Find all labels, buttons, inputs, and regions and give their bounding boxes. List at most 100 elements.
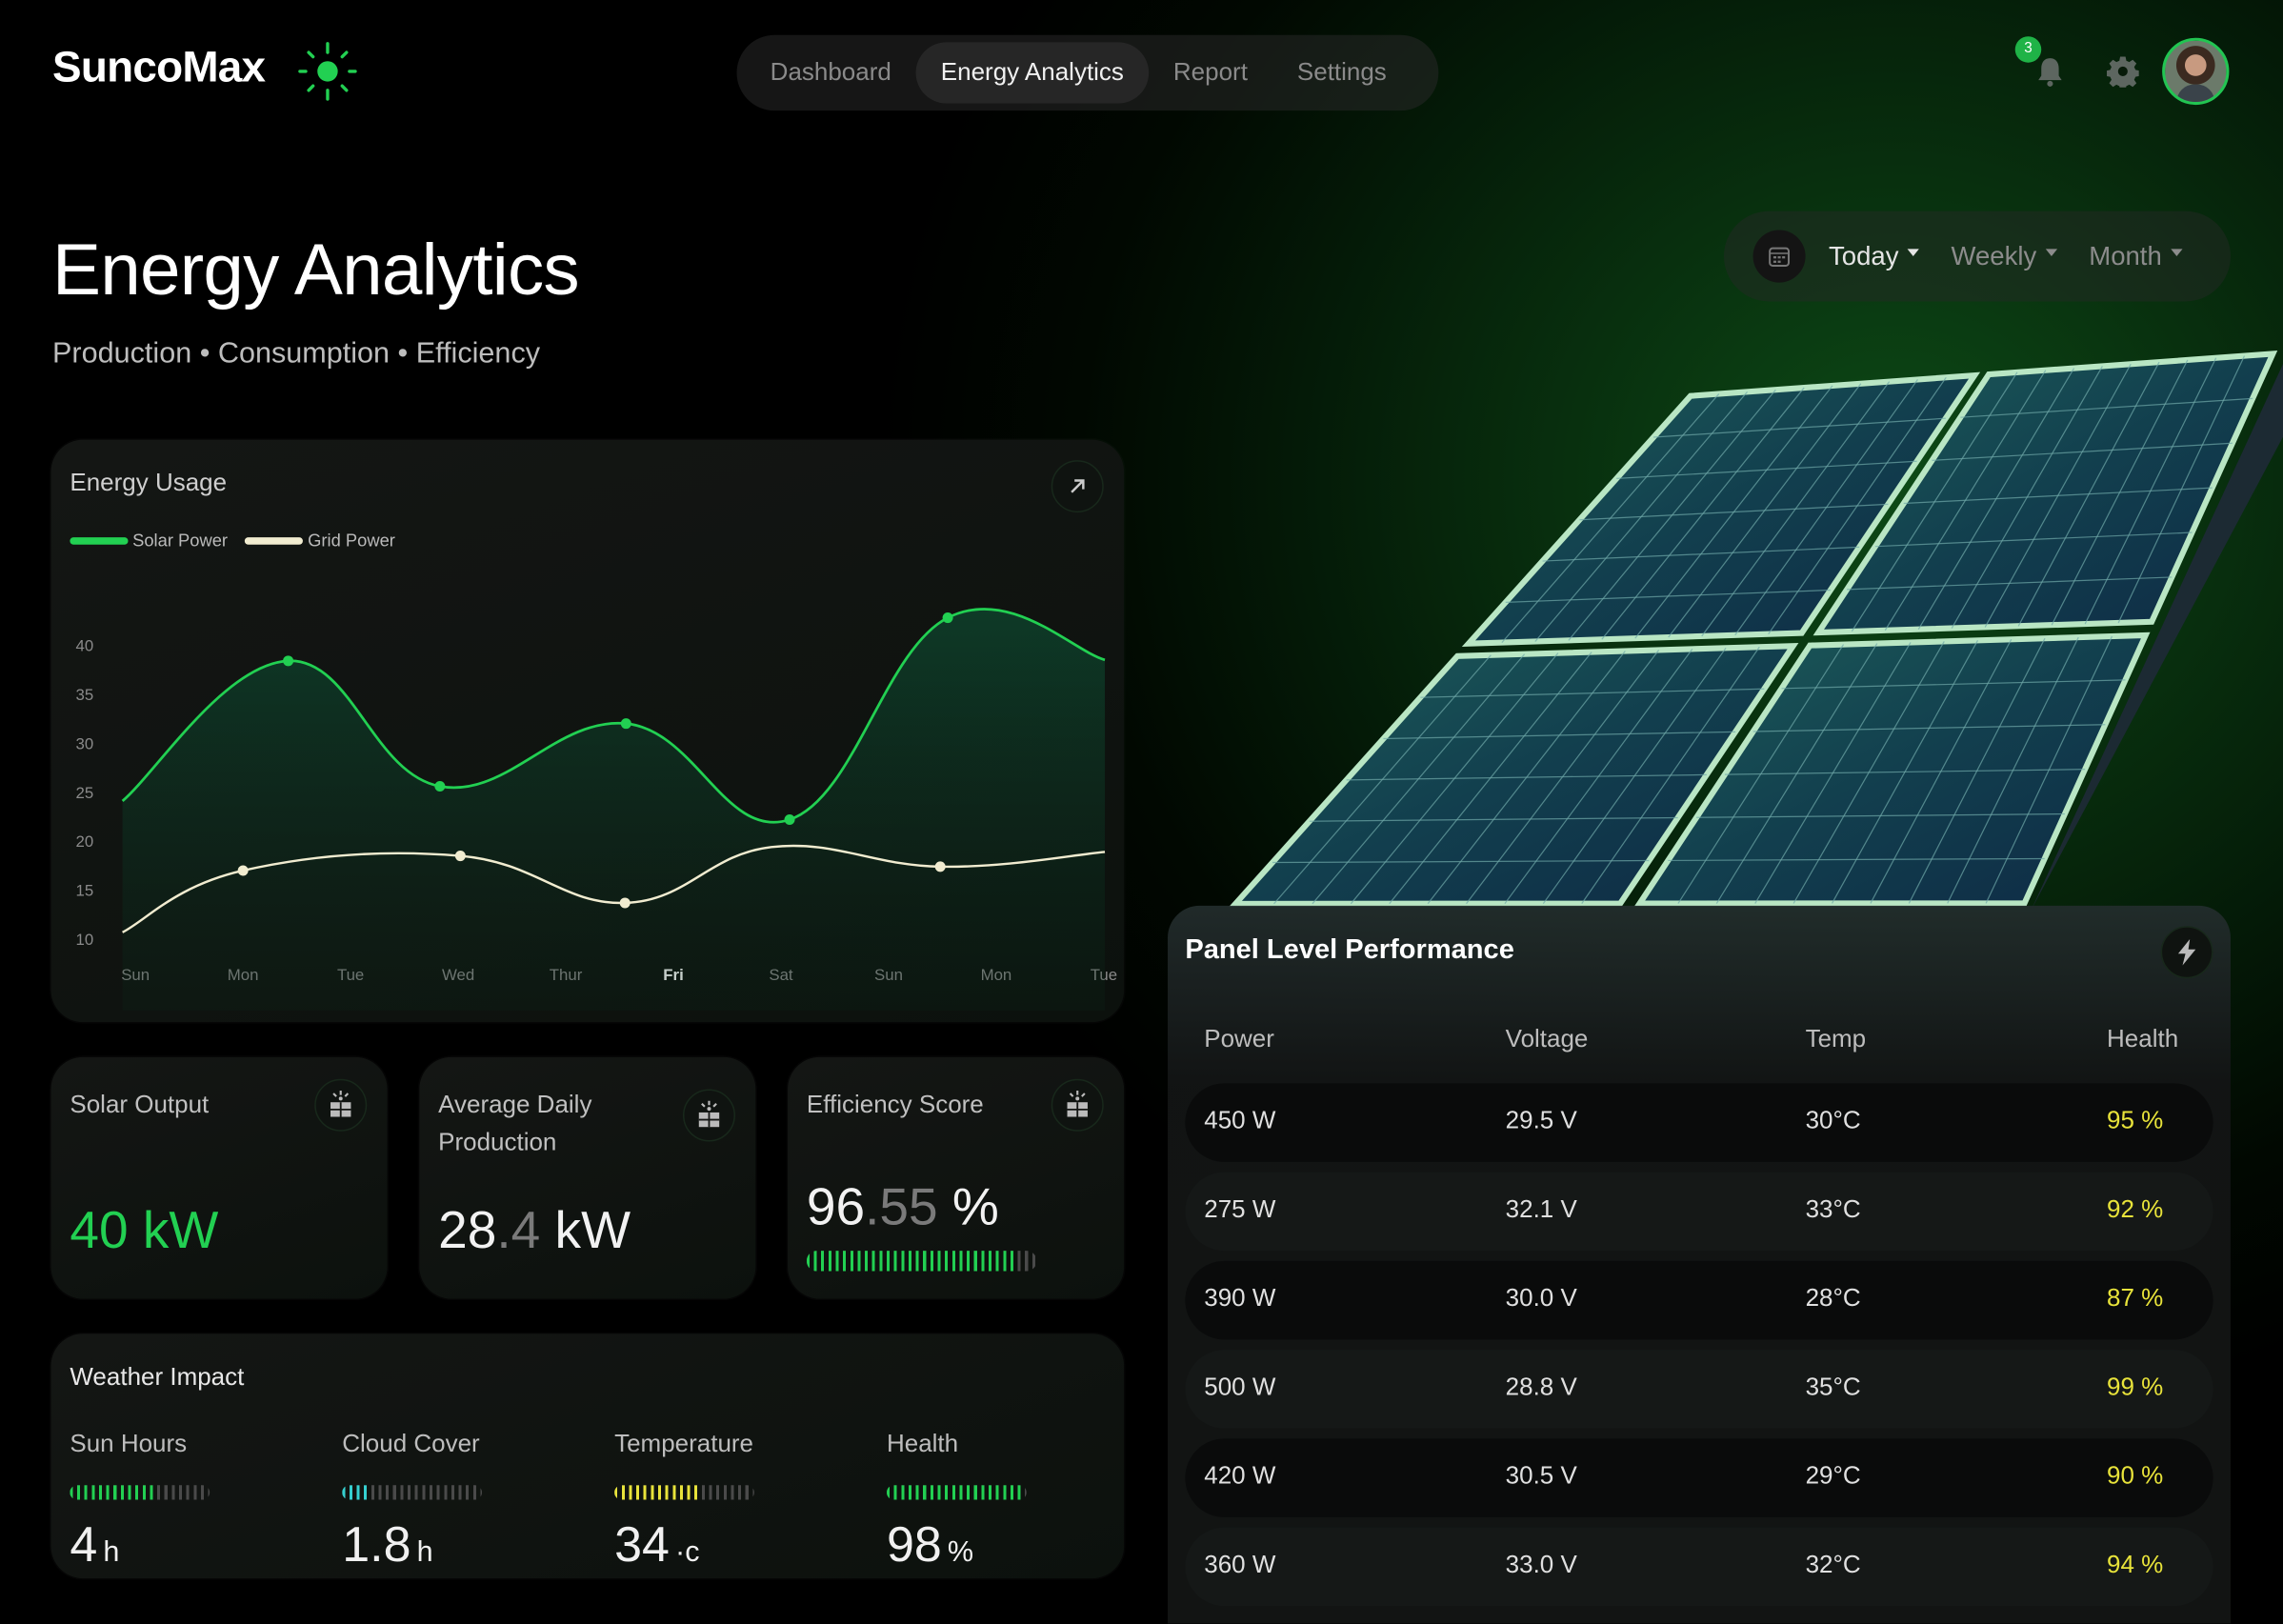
range-month-dropdown[interactable]: Month [2089,241,2182,271]
efficiency-progress-bar [806,1251,1037,1272]
table-row[interactable]: 360 W 33.0 V 32°C 94 % [1185,1527,2213,1607]
brand-logo[interactable]: SuncoMax [52,43,266,92]
table-row[interactable]: 390 W 30.0 V 28°C 87 % [1185,1260,2213,1340]
date-range-selector: Today Weekly Month [1723,211,2231,302]
cell-temp: 30°C [1805,1106,1861,1134]
solar-data-point[interactable] [942,612,953,624]
user-avatar[interactable] [2162,37,2230,106]
energy-usage-title: Energy Usage [70,469,228,497]
y-tick-label: 25 [75,784,93,802]
weather-label: Health [886,1430,959,1458]
cell-power: 275 W [1204,1195,1276,1224]
value-decimal: .4 [496,1199,541,1260]
y-tick-label: 10 [75,931,93,949]
solar-output-value: 40 kW [70,1199,219,1260]
weather-value: 1.8 h [342,1517,590,1574]
weather-item-health: Health 98% [886,1430,1134,1574]
solar-data-point[interactable] [784,813,795,825]
y-tick-label: 40 [75,636,93,654]
solar-area-fill [122,609,1106,1011]
expand-arrow-icon[interactable] [1051,460,1104,513]
cell-voltage: 29.5 V [1505,1106,1577,1134]
cell-temp: 33°C [1805,1195,1861,1224]
bell-icon[interactable] [2035,55,2065,88]
calendar-icon[interactable] [1752,230,1806,283]
cell-health: 95 % [2107,1106,2164,1134]
weather-value-unit: % [947,1535,974,1569]
cell-voltage: 28.8 V [1505,1373,1577,1401]
panel-performance-title: Panel Level Performance [1185,934,1514,966]
weather-label: Cloud Cover [342,1430,480,1458]
efficiency-score-label: Efficiency Score [806,1090,984,1119]
cell-health: 87 % [2107,1284,2164,1313]
table-row[interactable]: 450 W 29.5 V 30°C 95 % [1185,1083,2213,1162]
grid-data-point[interactable] [619,897,631,909]
table-row[interactable]: 420 W 30.5 V 29°C 90 % [1185,1438,2213,1517]
weather-value-number: 4 [70,1516,98,1573]
tab-dashboard[interactable]: Dashboard [770,58,891,87]
table-row[interactable]: 500 W 28.8 V 35°C 99 % [1185,1350,2213,1429]
weather-impact-card: Weather Impact Sun Hours 4 h Cloud Cover 1… [50,1333,1125,1579]
efficiency-score-value: 96.55 % [807,1176,999,1237]
tab-settings[interactable]: Settings [1296,58,1387,87]
average-daily-production-card: Average Daily Production 28.4 kW [419,1056,756,1299]
grid-data-point[interactable] [237,865,249,876]
column-header-voltage: Voltage [1505,1025,1589,1053]
sun-logo-icon [298,42,357,101]
lightning-icon[interactable] [2160,926,2213,979]
cell-temp: 29°C [1805,1461,1861,1490]
value-unit: kW [540,1199,631,1260]
value-integer: 28 [438,1199,497,1260]
cell-health: 99 % [2107,1373,2164,1401]
value-unit: % [937,1176,999,1236]
range-today-dropdown[interactable]: Today [1829,241,1919,271]
solar-data-point[interactable] [434,781,446,792]
y-tick-label: 20 [75,832,93,851]
weather-progress-bar [70,1485,210,1500]
solar-data-point[interactable] [283,655,294,667]
cell-voltage: 33.0 V [1505,1551,1577,1579]
range-weekly-dropdown[interactable]: Weekly [1952,241,2057,271]
weather-impact-title: Weather Impact [70,1362,245,1391]
weather-value-number: 34 [614,1516,670,1573]
y-tick-label: 30 [75,734,93,752]
column-header-health: Health [2107,1025,2179,1053]
tab-report[interactable]: Report [1172,58,1248,87]
value-integer: 96 [806,1176,866,1236]
cell-power: 420 W [1204,1461,1276,1490]
cell-health: 92 % [2107,1195,2164,1224]
weather-value-number: 98 [886,1516,942,1573]
tab-energy-analytics[interactable]: Energy Analytics [915,42,1149,104]
page-subtitle: Production • Consumption • Efficiency [52,337,541,371]
weather-label: Sun Hours [70,1430,188,1458]
cell-power: 360 W [1204,1551,1276,1579]
solar-panel-icon [314,1078,368,1132]
energy-usage-chart: 40353025201510SunMonTueWedThurFriSatSunM… [75,608,1117,1011]
cell-health: 94 % [2107,1551,2164,1579]
legend-swatch-solar [70,536,129,544]
cell-temp: 32°C [1805,1551,1861,1579]
panel-performance-card: Panel Level Performance Power Voltage Te… [1168,905,2231,1624]
weather-label: Temperature [614,1430,754,1458]
solar-output-label: Solar Output [70,1090,210,1119]
solar-panel-icon [1051,1078,1104,1132]
average-daily-production-value: 28.4 kW [438,1200,631,1261]
weather-value: 98% [887,1517,1134,1574]
grid-data-point[interactable] [454,851,466,862]
average-daily-production-label: Average Daily Production [438,1090,592,1156]
weather-value: 34 ·c [614,1517,862,1574]
weather-progress-bar [886,1485,1027,1500]
column-header-power: Power [1204,1025,1274,1053]
grid-data-point[interactable] [934,861,946,872]
solar-data-point[interactable] [620,718,631,730]
weather-progress-bar [614,1485,754,1500]
table-row[interactable]: 275 W 32.1 V 33°C 92 % [1185,1172,2213,1252]
weather-value-unit: h [103,1535,120,1569]
gear-icon[interactable] [2107,55,2139,88]
page-title: Energy Analytics [52,229,580,311]
cell-temp: 35°C [1805,1373,1861,1401]
